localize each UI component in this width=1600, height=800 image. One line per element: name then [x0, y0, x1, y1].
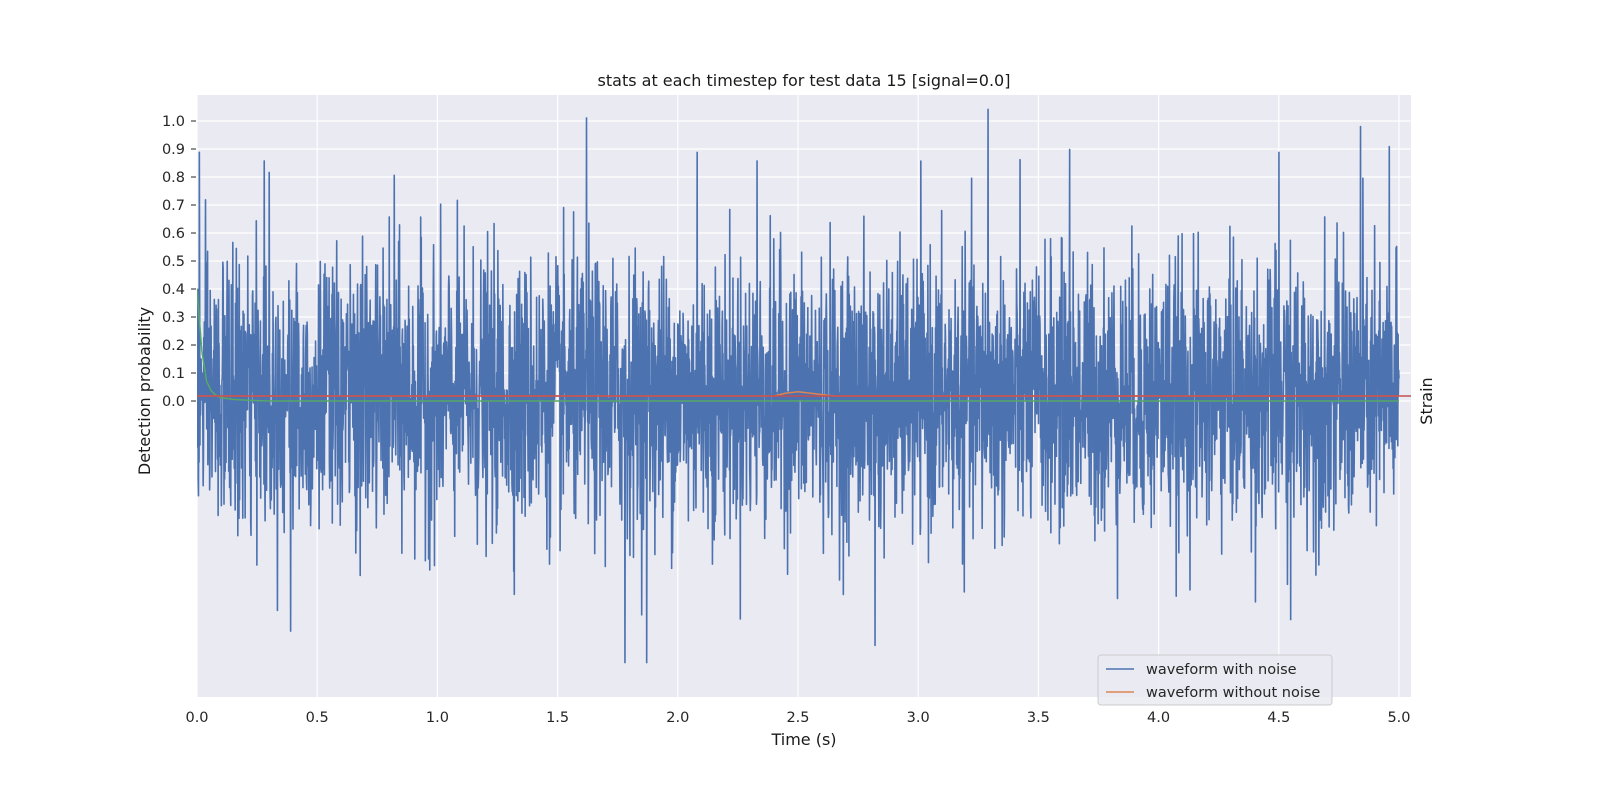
y-axis-ticks: 0.0 0.1 0.2 0.3 0.4 0.5 0.6 0.7 0.8 0.9 1.0 — [162, 114, 196, 410]
chart-title: stats at each timestep for test data 15 … — [598, 71, 1011, 90]
series-line-waveform-with-noise — [197, 108, 1400, 664]
y-tick-label: 0.7 — [162, 198, 185, 214]
legend-label: waveform without noise — [1146, 685, 1320, 701]
x-tick-label: 0.0 — [185, 710, 208, 726]
y-tick-label: 0.8 — [162, 170, 185, 186]
x-tick-label: 2.0 — [666, 710, 689, 726]
x-tick-label: 1.5 — [546, 710, 569, 726]
x-tick-label: 4.5 — [1267, 710, 1290, 726]
x-tick-label: 1.0 — [426, 710, 449, 726]
x-tick-label: 3.0 — [907, 710, 930, 726]
x-tick-label: 0.5 — [306, 710, 329, 726]
legend-label: waveform with noise — [1146, 662, 1297, 678]
y-tick-label: 1.0 — [162, 114, 185, 130]
y-tick-label: 0.2 — [162, 338, 185, 354]
legend-box — [1097, 654, 1333, 706]
legend: waveform with noise waveform without nois… — [1097, 654, 1333, 706]
x-axis-ticks: 0.0 0.5 1.0 1.5 2.0 2.5 3.0 3.5 4.0 4.5 5.0 — [185, 710, 1410, 726]
x-tick-label: 2.5 — [786, 710, 809, 726]
y-tick-label: 0.0 — [162, 394, 185, 410]
x-tick-label: 4.0 — [1147, 710, 1170, 726]
y-axis-right-title: Strain — [1417, 377, 1436, 424]
x-tick-label: 5.0 — [1387, 710, 1410, 726]
y-tick-label: 0.1 — [162, 366, 185, 382]
y-tick-label: 0.4 — [162, 282, 185, 298]
y-tick-label: 0.5 — [162, 254, 185, 270]
y-axis-title: Detection probability — [135, 307, 154, 475]
y-tick-label: 0.9 — [162, 142, 185, 158]
x-tick-label: 3.5 — [1027, 710, 1050, 726]
x-axis-title: Time (s) — [770, 730, 836, 749]
series-group — [197, 108, 1411, 664]
y-tick-label: 0.6 — [162, 226, 185, 242]
y-tick-label: 0.3 — [162, 310, 185, 326]
